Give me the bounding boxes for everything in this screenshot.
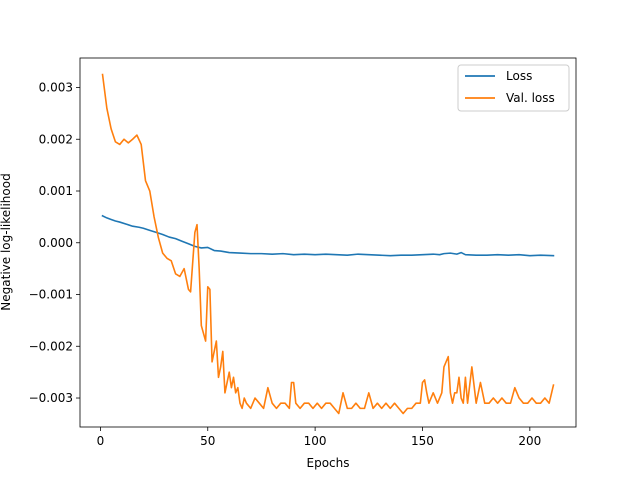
- series-line-loss: [101, 214, 555, 257]
- y-tick-label: −0.002: [29, 339, 73, 353]
- y-tick-label: −0.001: [29, 288, 73, 302]
- y-tick-label: 0.001: [39, 184, 73, 198]
- y-tick-label: −0.003: [29, 391, 73, 405]
- x-tick-label: 0: [97, 434, 105, 448]
- y-axis-label: Negative log-likelihood: [0, 173, 13, 310]
- legend-label-loss: Loss: [506, 69, 532, 83]
- series-layer: [101, 73, 555, 415]
- x-tick-label: 200: [518, 434, 541, 448]
- x-tick-label: 100: [304, 434, 327, 448]
- x-tick-label: 50: [200, 434, 215, 448]
- y-tick-label: 0.002: [39, 132, 73, 146]
- legend-label-val-loss: Val. loss: [506, 91, 555, 105]
- x-axis: 0 50 100 150 200: [97, 427, 541, 448]
- x-tick-label: 150: [411, 434, 434, 448]
- series-line-val-loss: [101, 73, 555, 415]
- x-axis-label: Epochs: [307, 456, 350, 470]
- y-tick-label: 0.000: [39, 236, 73, 250]
- y-tick-label: 0.003: [39, 80, 73, 94]
- y-axis: 0.003 0.002 0.001 0.000 −0.001 −0.002 −0.003: [29, 80, 80, 405]
- legend: Loss Val. loss: [457, 64, 570, 112]
